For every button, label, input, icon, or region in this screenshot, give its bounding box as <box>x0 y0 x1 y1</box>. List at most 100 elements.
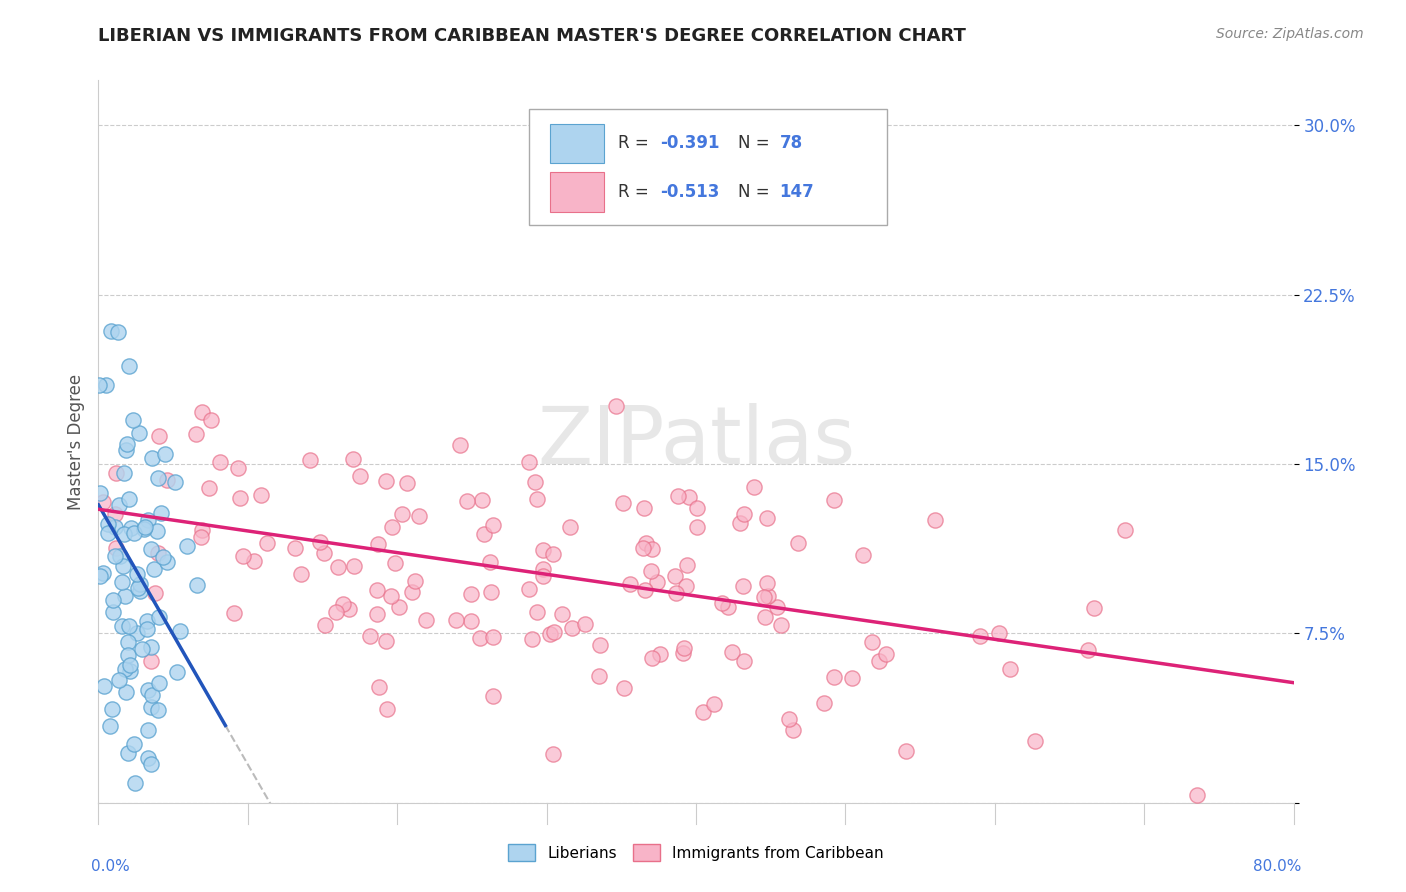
Point <box>91 566 114 580</box>
Point <box>526 605 548 619</box>
Point <box>558 520 581 534</box>
Point <box>823 670 845 684</box>
Point <box>676 558 699 572</box>
Point <box>731 579 754 593</box>
Point <box>176 539 198 553</box>
Point <box>139 541 162 556</box>
Point <box>520 632 543 646</box>
Point <box>243 554 266 568</box>
Point <box>100 324 122 338</box>
Point <box>97 526 120 541</box>
Point <box>754 609 776 624</box>
Point <box>531 568 554 582</box>
Point <box>823 493 845 508</box>
Legend: Liberians, Immigrants from Caribbean: Liberians, Immigrants from Caribbean <box>502 838 890 867</box>
Point <box>868 654 890 668</box>
Point <box>152 549 174 564</box>
Point <box>101 593 124 607</box>
Point <box>589 638 612 652</box>
Point <box>166 665 188 679</box>
Text: Source: ZipAtlas.com: Source: ZipAtlas.com <box>1216 27 1364 41</box>
Point <box>136 682 159 697</box>
Point <box>131 641 153 656</box>
Point <box>526 491 548 506</box>
Point <box>519 582 541 596</box>
Point <box>560 621 582 635</box>
Point <box>1077 643 1099 657</box>
Point <box>640 564 662 578</box>
Point <box>703 697 725 711</box>
Point <box>111 559 134 574</box>
Point <box>366 583 388 598</box>
Point <box>143 586 166 600</box>
Point <box>449 438 471 452</box>
Point <box>100 719 122 733</box>
Point <box>112 467 135 481</box>
Point <box>136 751 159 765</box>
Point <box>146 703 169 717</box>
Point <box>138 723 160 737</box>
Point <box>122 413 145 427</box>
Point <box>139 640 162 654</box>
Point <box>472 527 495 541</box>
Point <box>359 629 381 643</box>
Point <box>673 641 696 656</box>
Text: -0.391: -0.391 <box>661 134 720 153</box>
Point <box>94 378 117 392</box>
Point <box>765 600 787 615</box>
Text: N =: N = <box>738 183 775 201</box>
Point <box>256 535 278 549</box>
Point <box>588 668 610 682</box>
Point <box>135 614 157 628</box>
Point <box>150 506 173 520</box>
Point <box>91 495 114 509</box>
Point <box>988 625 1011 640</box>
Point <box>127 625 149 640</box>
Point <box>367 681 389 695</box>
Point <box>124 775 146 789</box>
Point <box>550 607 572 621</box>
Point <box>104 507 127 521</box>
Point <box>117 634 139 648</box>
Point <box>444 613 467 627</box>
Point <box>672 646 695 660</box>
Point <box>401 585 423 599</box>
Point <box>524 475 547 490</box>
Point <box>120 665 142 679</box>
Point <box>97 517 120 532</box>
FancyBboxPatch shape <box>529 109 887 225</box>
Point <box>146 470 169 484</box>
Point <box>841 671 863 685</box>
Point <box>101 606 124 620</box>
Point <box>692 705 714 719</box>
Point <box>1114 523 1136 537</box>
Point <box>1024 734 1046 748</box>
Point <box>875 647 897 661</box>
Point <box>191 405 214 419</box>
Point <box>117 648 139 662</box>
Text: LIBERIAN VS IMMIGRANTS FROM CARIBBEAN MASTER'S DEGREE CORRELATION CHART: LIBERIAN VS IMMIGRANTS FROM CARIBBEAN MA… <box>98 27 966 45</box>
Point <box>114 662 136 676</box>
Point <box>111 618 134 632</box>
Point <box>142 562 165 576</box>
Point <box>756 511 779 525</box>
Point <box>641 541 664 556</box>
Point <box>128 425 150 440</box>
Point <box>141 757 163 772</box>
Point <box>471 493 494 508</box>
Point <box>104 549 127 563</box>
Point <box>384 557 406 571</box>
Point <box>645 574 668 589</box>
Point <box>633 541 655 556</box>
Point <box>482 518 505 533</box>
Point <box>290 567 312 582</box>
Point <box>118 657 141 672</box>
Point <box>538 626 561 640</box>
Point <box>156 473 179 487</box>
Point <box>135 622 157 636</box>
Point <box>367 537 389 551</box>
Point <box>894 744 917 758</box>
Point <box>153 447 176 461</box>
Point <box>163 475 186 489</box>
Point <box>852 548 875 562</box>
